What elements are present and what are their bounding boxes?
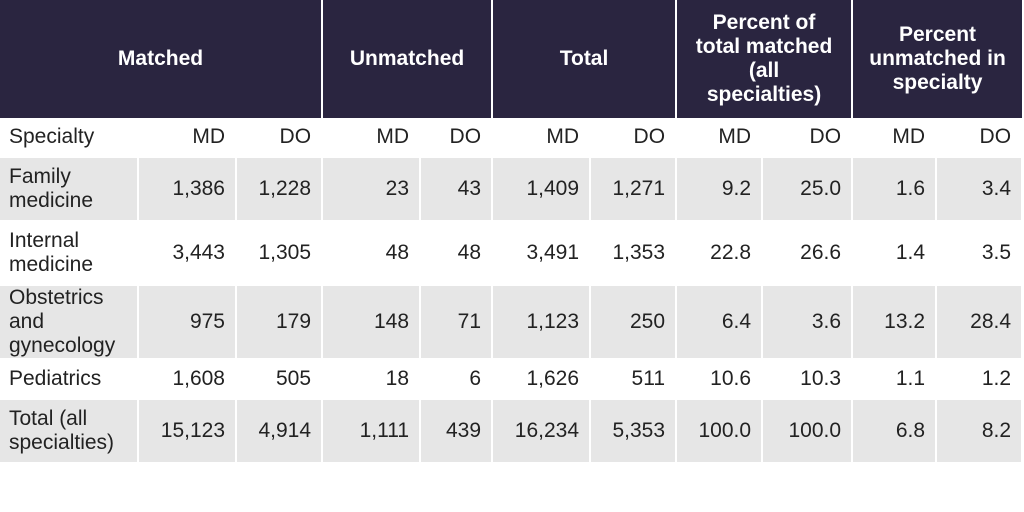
column-header: MD [675, 118, 764, 158]
group-header: Percent unmatched in specialty [851, 0, 1022, 118]
cell: 511 [589, 359, 678, 400]
cell: 3.4 [935, 157, 1022, 222]
group-header-text: Unmatched [349, 47, 465, 70]
cell: 5,353 [589, 399, 678, 464]
cell: 48 [419, 221, 494, 286]
column-header: MD [321, 118, 422, 158]
cell: 28.4 [935, 285, 1022, 360]
group-header-text: Total [559, 47, 609, 70]
cell: 1,228 [234, 157, 324, 222]
cell: 48 [321, 221, 422, 286]
column-header-row: Specialty MD DO MD DO MD DO MD DO MD DO [0, 118, 1022, 158]
cell: 15,123 [137, 399, 237, 464]
cell: 1,111 [321, 399, 422, 464]
cell: 3,491 [491, 221, 592, 286]
cell: 1,123 [491, 285, 592, 360]
group-header: Matched [0, 0, 323, 118]
column-header: DO [234, 118, 324, 158]
column-header: MD [137, 118, 237, 158]
row-label: Total (all specialties) [0, 399, 139, 464]
column-header: Specialty [0, 118, 139, 158]
cell: 9.2 [675, 157, 764, 222]
cell: 3.6 [761, 285, 854, 360]
cell: 1,271 [589, 157, 678, 222]
table-row: Pediatrics 1,608 505 18 6 1,626 511 10.6 10.3 1.1… [0, 359, 1022, 400]
cell: 1.2 [935, 359, 1022, 400]
cell: 1.6 [851, 157, 938, 222]
cell: 10.6 [675, 359, 764, 400]
cell: 100.0 [675, 399, 764, 464]
cell: 1,608 [137, 359, 237, 400]
cell: 3.5 [935, 221, 1022, 286]
cell: 25.0 [761, 157, 854, 222]
cell: 3,443 [137, 221, 237, 286]
cell: 1,626 [491, 359, 592, 400]
cell: 16,234 [491, 399, 592, 464]
group-header: Total [491, 0, 677, 118]
cell: 1.1 [851, 359, 938, 400]
cell: 975 [137, 285, 237, 360]
data-table: Matched Unmatched Total Percent of total ma… [0, 0, 1022, 464]
column-header: DO [589, 118, 678, 158]
cell: 1.4 [851, 221, 938, 286]
row-label: Family medicine [0, 157, 139, 222]
cell: 6.8 [851, 399, 938, 464]
table-row: Total (all specialties) 15,123 4,914 1,111 4… [0, 399, 1022, 464]
cell: 23 [321, 157, 422, 222]
group-header: Unmatched [321, 0, 493, 118]
group-header: Percent of total matched (all specialtie… [675, 0, 853, 118]
cell: 1,409 [491, 157, 592, 222]
column-header: MD [491, 118, 592, 158]
cell: 8.2 [935, 399, 1022, 464]
cell: 4,914 [234, 399, 324, 464]
column-header: MD [851, 118, 938, 158]
cell: 1,386 [137, 157, 237, 222]
table-row: Internal medicine 3,443 1,305 48 48 3,491 1,35… [0, 221, 1022, 286]
cell: 505 [234, 359, 324, 400]
cell: 148 [321, 285, 422, 360]
column-header: DO [419, 118, 494, 158]
cell: 250 [589, 285, 678, 360]
column-header: DO [761, 118, 854, 158]
column-header: DO [935, 118, 1022, 158]
cell: 13.2 [851, 285, 938, 360]
row-label: Obstetrics and gynecology [0, 285, 139, 360]
cell: 179 [234, 285, 324, 360]
cell: 18 [321, 359, 422, 400]
cell: 43 [419, 157, 494, 222]
cell: 22.8 [675, 221, 764, 286]
row-label: Internal medicine [0, 221, 139, 286]
row-label: Pediatrics [0, 359, 139, 400]
cell: 100.0 [761, 399, 854, 464]
cell: 1,305 [234, 221, 324, 286]
table-row: Obstetrics and gynecology 975 179 148 71 1,12… [0, 285, 1022, 360]
cell: 6.4 [675, 285, 764, 360]
cell: 10.3 [761, 359, 854, 400]
cell: 26.6 [761, 221, 854, 286]
group-header-text: Percent unmatched in specialty [869, 23, 1006, 94]
cell: 71 [419, 285, 494, 360]
group-header-text: Matched [117, 47, 204, 70]
cell: 1,353 [589, 221, 678, 286]
cell: 439 [419, 399, 494, 464]
table-row: Family medicine 1,386 1,228 23 43 1,409 1,271 9… [0, 157, 1022, 222]
cell: 6 [419, 359, 494, 400]
header-row: Matched Unmatched Total Percent of total ma… [0, 0, 1022, 118]
group-header-text: Percent of total matched (all specialtie… [695, 11, 833, 106]
